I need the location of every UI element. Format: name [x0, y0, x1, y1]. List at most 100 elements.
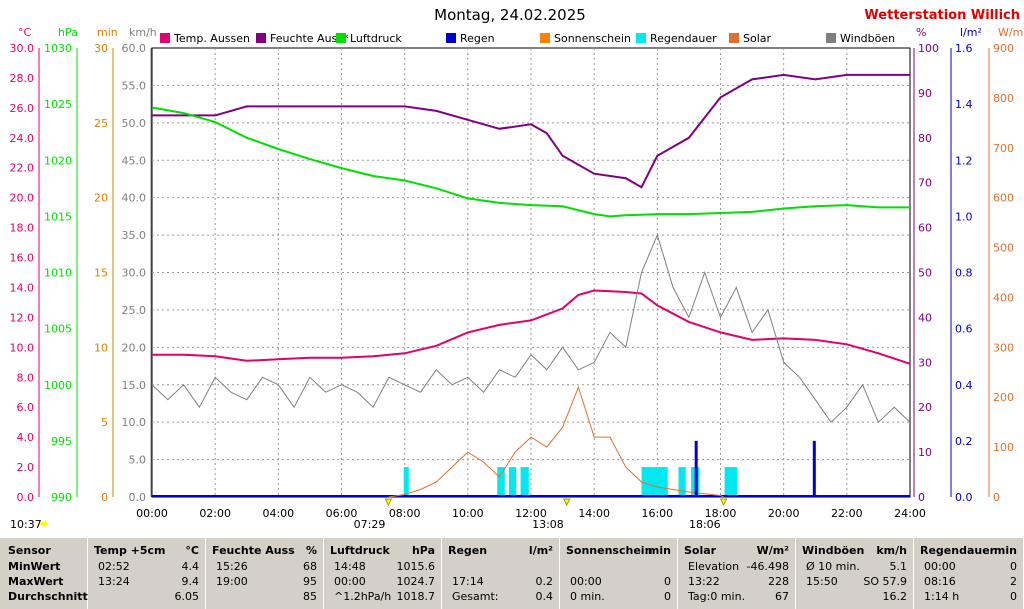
header-regen: Regen [448, 543, 487, 558]
rain-tick-label: 1.4 [955, 98, 973, 111]
station-name: Wetterstation Willich [864, 8, 1020, 23]
rain-unit-label: l/m² [960, 26, 982, 39]
unit-regen: l/m² [529, 543, 553, 558]
unit-regendauer: min [994, 543, 1017, 558]
row-label-avg: Durchschnitt [8, 589, 88, 604]
unit-feuchte: % [306, 543, 317, 558]
sonnenschein-value-2: 0 [664, 589, 671, 604]
temp-tick-label: 14.0 [10, 281, 35, 294]
pressure-tick-label: 995 [51, 435, 72, 448]
windboeen-value-1: SO 57.9 [863, 574, 907, 589]
temp-value-1: 9.4 [182, 574, 200, 589]
temp-tick-label: 30.0 [10, 42, 35, 55]
x-tick-label: 16:00 [641, 507, 673, 520]
feuchte-value-0: 68 [303, 559, 317, 574]
temp-tick-label: 12.0 [10, 311, 35, 324]
pressure-tick-label: 1005 [44, 323, 72, 336]
temp-time-0: 02:52 [98, 559, 130, 574]
pressure-tick-label: 1025 [44, 98, 72, 111]
unit-temp: °C [185, 543, 199, 558]
minutes-unit-label: min [97, 26, 118, 39]
windboeen-time-0: Ø 10 min. [806, 559, 860, 574]
regen-time-1: 17:14 [452, 574, 484, 589]
unit-sonnenschein: min [648, 543, 671, 558]
humidity-unit-label: % [916, 26, 926, 39]
solar-time-2: Tag:0 min. [688, 589, 745, 604]
pressure-tick-label: 990 [51, 491, 72, 504]
minutes-tick-label: 20 [94, 192, 108, 205]
x-tick-label: 06:00 [326, 507, 358, 520]
x-tick-label: 10:00 [452, 507, 484, 520]
humidity-tick-label: 20 [918, 401, 932, 414]
temp-tick-label: 22.0 [10, 162, 35, 175]
temp-value-2: 6.05 [175, 589, 200, 604]
legend-swatch [826, 33, 836, 43]
regendauer-time-0: 00:00 [924, 559, 956, 574]
wind-tick-label: 15.0 [122, 379, 147, 392]
solar-tick-label: 300 [993, 341, 1014, 354]
header-regendauer: Regendauer [920, 543, 995, 558]
regen-value-1: 0.2 [536, 574, 554, 589]
regen-time-2: Gesamt: [452, 589, 499, 604]
legend-swatch [446, 33, 456, 43]
legend-swatch [729, 33, 739, 43]
legend-swatch [336, 33, 346, 43]
temp-unit-label: °C [18, 26, 32, 39]
wind-tick-label: 60.0 [122, 42, 147, 55]
pressure-tick-label: 1000 [44, 379, 72, 392]
windboeen-time-1: 15:50 [806, 574, 838, 589]
unit-windboeen: km/h [876, 543, 907, 558]
regendauer-bar [678, 467, 685, 497]
minutes-tick-label: 30 [94, 42, 108, 55]
temp-tick-label: 2.0 [17, 461, 35, 474]
windboeen-value-2: 16.2 [883, 589, 908, 604]
solar-time-1: 13:22 [688, 574, 720, 589]
wind-unit-label: km/h [129, 26, 157, 39]
solar-tick-label: 500 [993, 242, 1014, 255]
rain-tick-label: 1.6 [955, 42, 973, 55]
minutes-tick-label: 25 [94, 117, 108, 130]
minutes-tick-label: 15 [94, 267, 108, 280]
luftdruck-value-0: 1015.6 [397, 559, 436, 574]
legend-label: Windböen [840, 32, 895, 45]
legend-label: Luftdruck [350, 32, 402, 45]
legend-swatch [160, 33, 170, 43]
rain-tick-label: 0.6 [955, 323, 973, 336]
sonnenschein-value-1: 0 [664, 574, 671, 589]
time-marker-icon [721, 499, 727, 505]
x-tick-label: 20:00 [768, 507, 800, 520]
temp-tick-label: 24.0 [10, 132, 35, 145]
header-temp: Temp +5cm [94, 543, 166, 558]
temp-value-0: 4.4 [182, 559, 200, 574]
legend-label: Regendauer [650, 32, 717, 45]
regendauer-time-2: 1:14 h [924, 589, 959, 604]
solar-tick-label: 800 [993, 92, 1014, 105]
sun-icon [40, 522, 48, 527]
rain-tick-label: 1.0 [955, 210, 973, 223]
legend-label: Regen [460, 32, 495, 45]
regendauer-time-1: 08:16 [924, 574, 956, 589]
x-tick-label: 00:00 [136, 507, 168, 520]
luftdruck-time-1: 00:00 [334, 574, 366, 589]
header-sonnenschein: Sonnenschein [566, 543, 652, 558]
solar-value-1: 228 [768, 574, 789, 589]
x-tick-label: 02:00 [199, 507, 231, 520]
time-marker-icon [385, 499, 391, 505]
row-label-min: MinWert [8, 559, 60, 574]
regen-bar [695, 441, 698, 497]
solar-unit-label: W/m² [998, 26, 1024, 39]
regendauer-bar [497, 467, 505, 497]
header-sensor: Sensor [8, 543, 51, 558]
luftdruck-value-1: 1024.7 [397, 574, 436, 589]
regen-bar [813, 441, 816, 497]
corner-time: 10:37 [10, 518, 42, 531]
temp-tick-label: 20.0 [10, 192, 35, 205]
wind-tick-label: 20.0 [122, 341, 147, 354]
